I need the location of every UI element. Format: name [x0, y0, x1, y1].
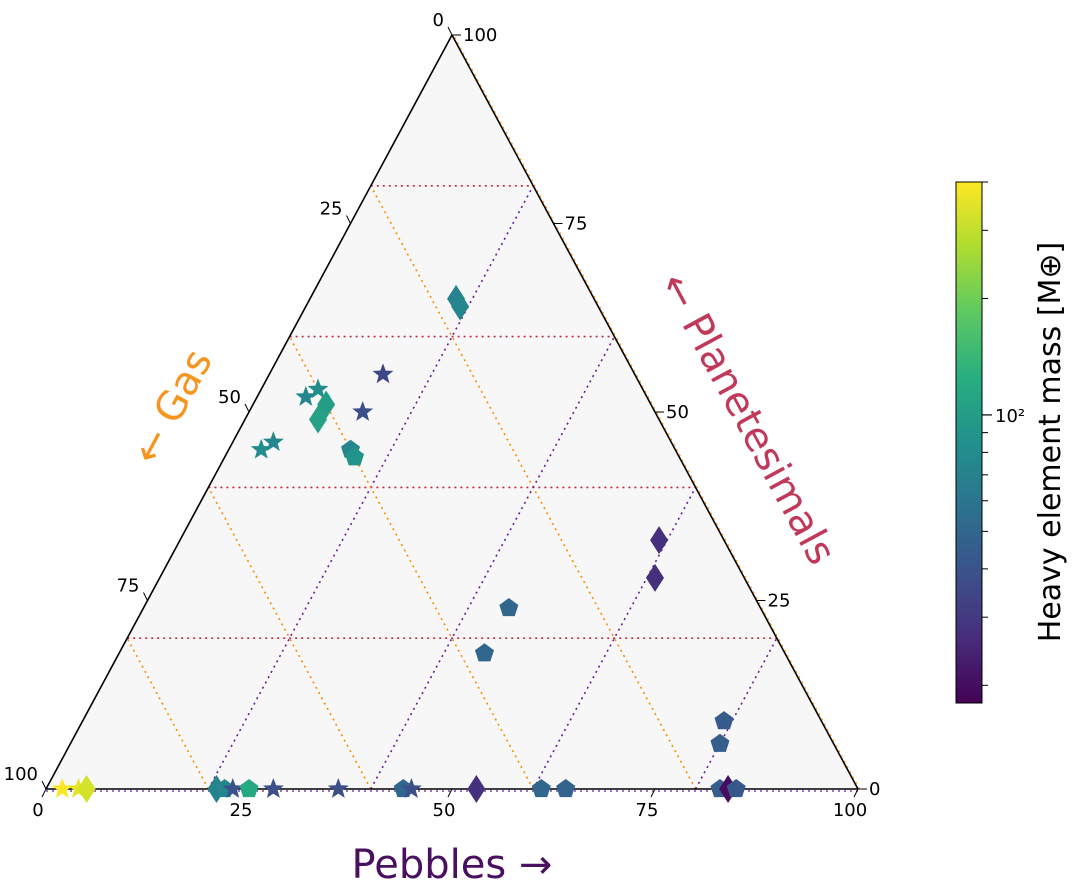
axis-label-gas: ← Gas: [123, 342, 222, 472]
tick-label-gas: 25: [320, 199, 343, 220]
data-point-star: [250, 438, 272, 459]
tick-label-planetesimals: 0: [869, 779, 880, 800]
data-point-star: [222, 778, 244, 798]
data-point-star: [307, 378, 329, 399]
colorbar: 10² Heavy element mass [M⊕]: [955, 181, 1068, 704]
colorbar-bar: [955, 181, 983, 704]
data-point-pentagon: [239, 779, 259, 798]
tick-label-gas: 100: [4, 764, 38, 785]
tick-gas: [346, 215, 351, 224]
data-point-pentagon: [556, 779, 576, 798]
data-point-diamond: [467, 775, 486, 803]
data-point-diamond: [77, 775, 96, 803]
tick-gas: [447, 26, 453, 36]
data-point-star: [51, 778, 73, 798]
data-point-star: [400, 778, 422, 798]
tick-label-pebbles: 25: [230, 800, 253, 821]
data-point-star: [295, 385, 317, 406]
colorbar-label: Heavy element mass [M⊕]: [1033, 242, 1068, 643]
tick-label-gas: 0: [433, 10, 444, 31]
data-points: [51, 284, 746, 803]
data-point-diamond: [451, 292, 470, 321]
tick-label-pebbles: 75: [636, 800, 659, 821]
axis-label-pebbles: Pebbles →: [352, 842, 553, 888]
tick-pebbles: [41, 788, 47, 798]
tick-gas: [41, 780, 47, 790]
tick-label-pebbles: 50: [433, 800, 456, 821]
data-point-star: [262, 431, 284, 452]
grid-line-gas: [288, 336, 534, 790]
data-point-diamond: [646, 563, 664, 592]
data-point-star: [327, 778, 349, 798]
grid-line-pebbles: [370, 336, 616, 790]
tick-pebbles: [447, 788, 453, 798]
colorbar-tick-label: 10²: [995, 406, 1025, 427]
ternary-plot-area: [46, 35, 858, 789]
tick-label-planetesimals: 50: [666, 402, 689, 423]
data-point-pentagon: [345, 447, 365, 466]
data-point-diamond: [650, 526, 669, 555]
tick-label-planetesimals: 25: [768, 591, 791, 612]
grid-line-gas: [126, 637, 210, 790]
tick-gas: [143, 592, 148, 601]
data-point-pentagon: [499, 598, 519, 617]
tick-label-planetesimals: 100: [463, 25, 497, 46]
tick-label-pebbles: 0: [32, 800, 43, 821]
colorbar-ticks: [982, 181, 992, 686]
tick-label-planetesimals: 75: [565, 214, 588, 235]
grid-line-pebbles: [694, 637, 778, 790]
tick-label-gas: 50: [218, 387, 241, 408]
tick-label-pebbles: 100: [833, 800, 867, 821]
data-point-star: [352, 401, 374, 421]
data-point-star: [372, 363, 394, 384]
tick-label-gas: 75: [117, 576, 140, 597]
tick-gas: [244, 403, 250, 413]
ternary-ticks: 0 0 0 25 25 25 50 50 50 75 75 75 100 100 100: [4, 10, 881, 821]
data-point-pentagon: [474, 643, 494, 662]
data-point-diamond: [309, 405, 328, 434]
tick-pebbles: [650, 788, 656, 798]
data-point-pentagon: [714, 711, 734, 730]
data-point-pentagon: [710, 733, 730, 752]
data-point-pentagon: [531, 779, 551, 798]
data-point-pentagon: [726, 779, 746, 798]
data-point-star: [262, 778, 284, 798]
tick-pebbles: [853, 788, 859, 798]
ternary-grid: [126, 185, 778, 790]
